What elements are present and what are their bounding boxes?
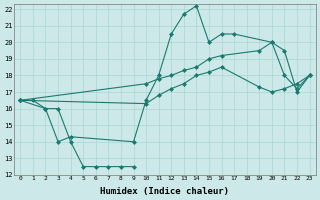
- X-axis label: Humidex (Indice chaleur): Humidex (Indice chaleur): [100, 187, 229, 196]
